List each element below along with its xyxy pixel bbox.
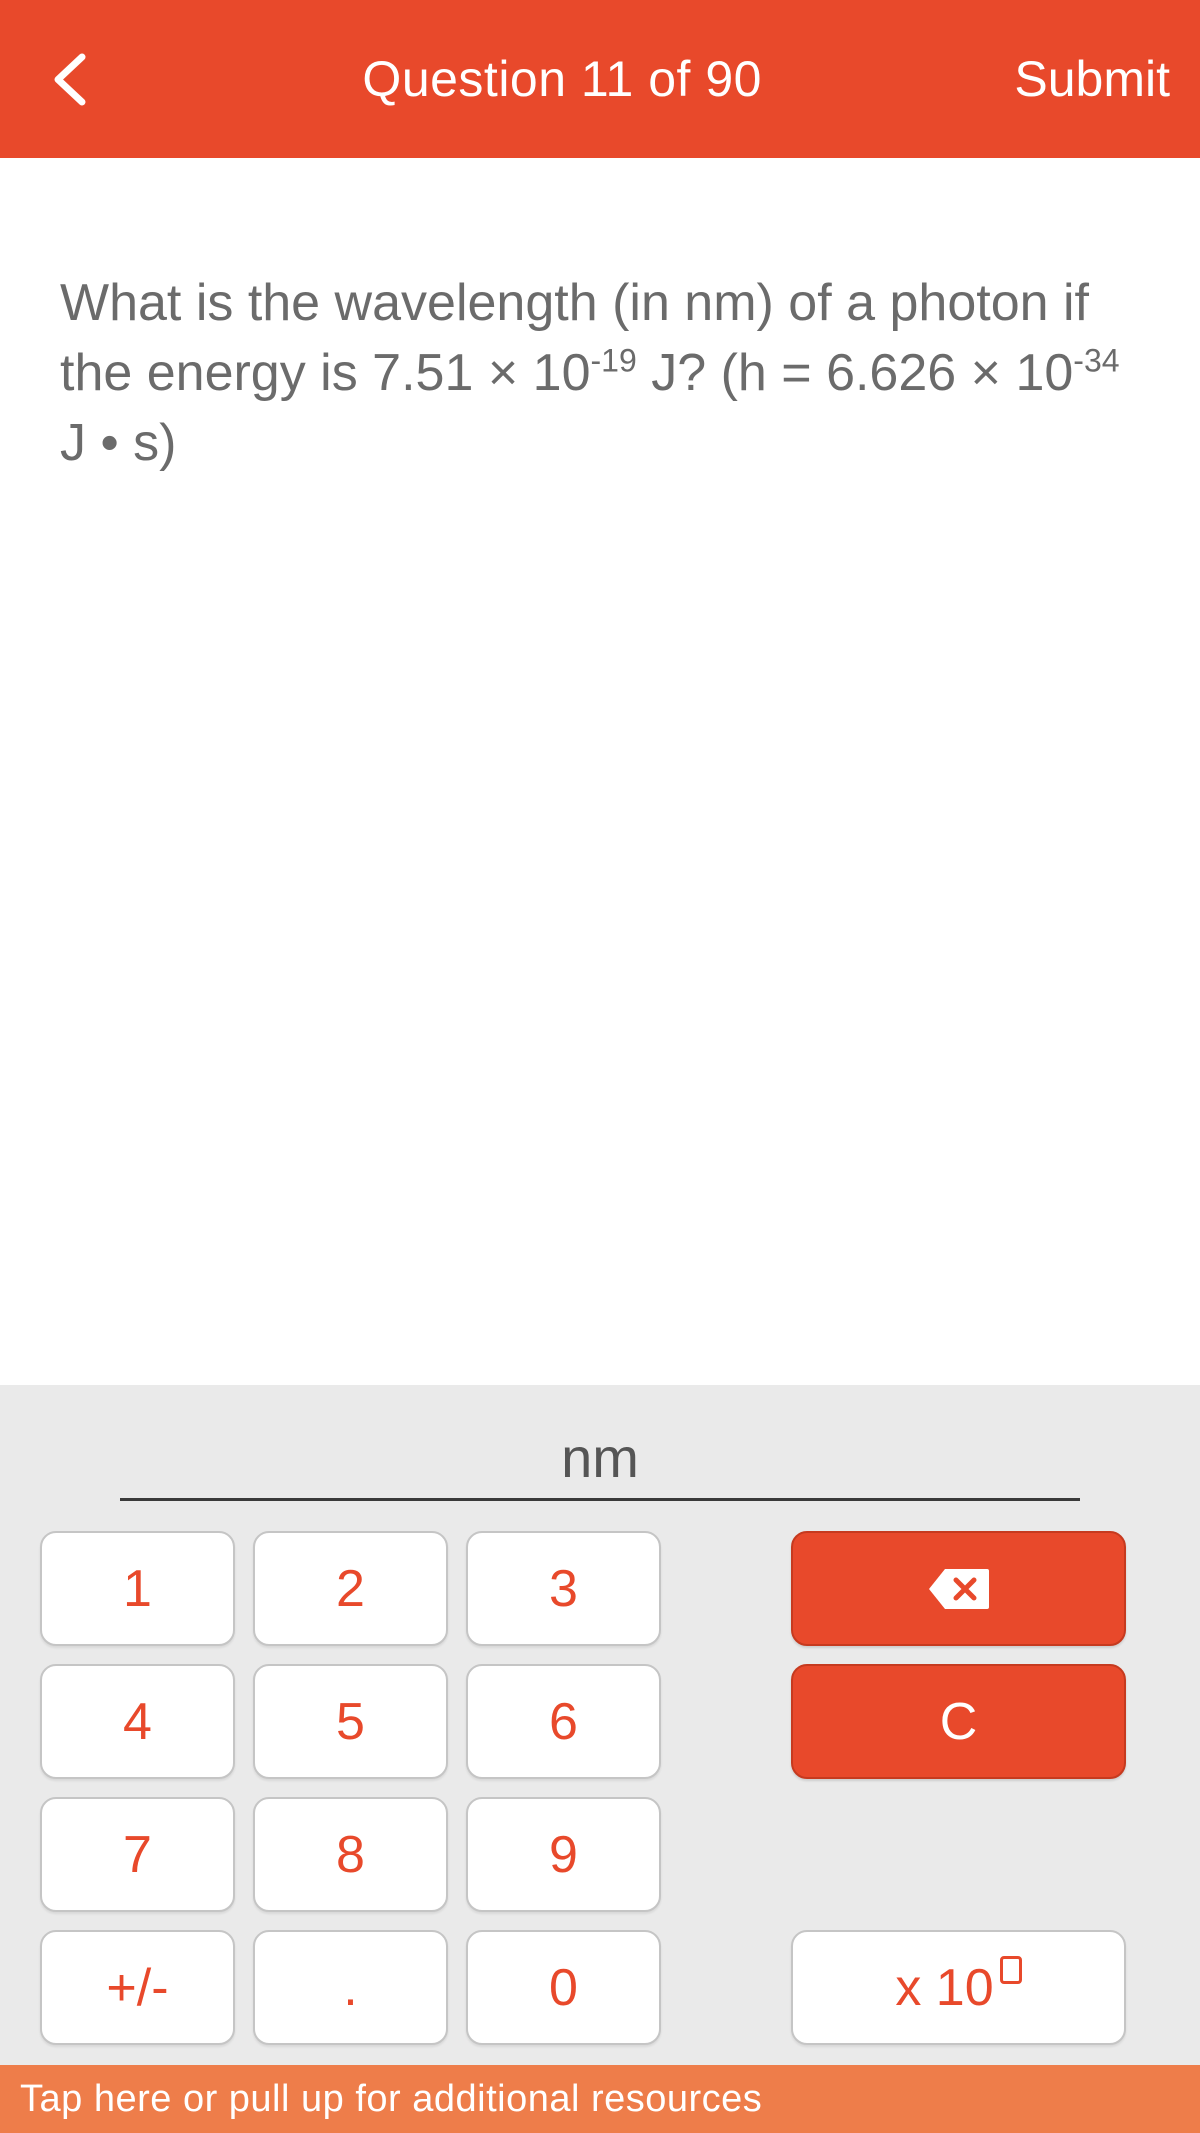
key-dot[interactable]: .: [253, 1930, 448, 2045]
key-3[interactable]: 3: [466, 1531, 661, 1646]
exponent-label: x 10: [895, 1958, 993, 2018]
chevron-left-icon: [50, 52, 90, 107]
footer-hint-bar[interactable]: Tap here or pull up for additional resou…: [0, 2065, 1200, 2133]
key-6[interactable]: 6: [466, 1664, 661, 1779]
question-exp1: -19: [591, 343, 637, 379]
key-9[interactable]: 9: [466, 1797, 661, 1912]
numpad: 1 2 3 4 5 6 7 8 9 +/- . 0: [40, 1531, 661, 2045]
exponent-button[interactable]: x 10: [791, 1930, 1126, 2045]
key-7[interactable]: 7: [40, 1797, 235, 1912]
key-8[interactable]: 8: [253, 1797, 448, 1912]
keypad-area: nm 1 2 3 4 5 6 7 8 9 +/- . 0 C: [0, 1385, 1200, 2065]
spacer: [791, 1797, 1126, 1912]
key-1[interactable]: 1: [40, 1531, 235, 1646]
exponent-box-icon: [1000, 1956, 1022, 1984]
backspace-button[interactable]: [791, 1531, 1126, 1646]
clear-button[interactable]: C: [791, 1664, 1126, 1779]
answer-input[interactable]: nm: [120, 1425, 1080, 1501]
submit-button[interactable]: Submit: [1014, 50, 1170, 108]
key-sign[interactable]: +/-: [40, 1930, 235, 2045]
back-button[interactable]: [30, 39, 110, 119]
footer-hint-text: Tap here or pull up for additional resou…: [20, 2078, 762, 2121]
key-5[interactable]: 5: [253, 1664, 448, 1779]
backspace-icon: [927, 1567, 991, 1611]
question-text: What is the wavelength (in nm) of a phot…: [60, 268, 1140, 479]
input-unit-label: nm: [561, 1426, 639, 1489]
keypad-grid: 1 2 3 4 5 6 7 8 9 +/- . 0 C x 10: [40, 1531, 1160, 2045]
key-2[interactable]: 2: [253, 1531, 448, 1646]
question-part2: J? (h = 6.626 × 10: [637, 344, 1074, 402]
key-0[interactable]: 0: [466, 1930, 661, 2045]
question-area: What is the wavelength (in nm) of a phot…: [0, 158, 1200, 1385]
page-title: Question 11 of 90: [362, 50, 762, 108]
key-4[interactable]: 4: [40, 1664, 235, 1779]
header-bar: Question 11 of 90 Submit: [0, 0, 1200, 158]
question-exp2: -34: [1073, 343, 1119, 379]
question-part3: J • s): [60, 414, 176, 472]
action-column: C x 10: [791, 1531, 1126, 2045]
